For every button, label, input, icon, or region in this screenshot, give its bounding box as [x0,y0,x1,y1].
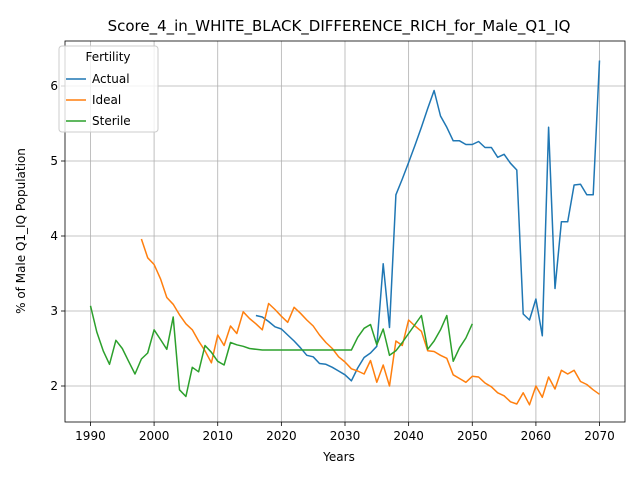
x-tick-label: 2050 [457,429,488,443]
series-line-sterile [89,305,473,398]
series-line-ideal [140,238,600,406]
y-tick-label: 2 [50,379,58,393]
legend-label-ideal: Ideal [92,93,121,107]
x-tick-label: 2000 [139,429,170,443]
legend-label-sterile: Sterile [92,114,131,128]
legend: Fertility Actual Ideal Sterile [58,45,159,133]
y-tick-label: 3 [50,304,58,318]
y-tick-label: 6 [50,79,58,93]
grid-lines [65,41,625,422]
axis-ticks: 1990 2000 2010 2020 2030 2040 2050 2060 2070 2 3 4 5… [50,79,614,443]
legend-box [58,45,159,133]
x-tick-label: 2070 [584,429,615,443]
chart-title: Score_4_in_WHITE_BLACK_DIFFERENCE_RICH_f… [108,17,571,36]
x-axis-label: Years [322,450,355,464]
legend-label-actual: Actual [92,72,130,86]
x-tick-label: 2060 [521,429,552,443]
x-tick-label: 2030 [330,429,361,443]
x-tick-label: 2020 [266,429,297,443]
x-tick-label: 2010 [202,429,233,443]
y-axis-label: % of Male Q1_IQ Population [14,148,28,314]
series-lines [89,60,601,406]
x-tick-label: 2040 [393,429,424,443]
series-line-actual [255,60,601,382]
legend-title: Fertility [85,50,130,64]
y-tick-label: 4 [50,229,58,243]
x-tick-label: 1990 [75,429,106,443]
y-tick-label: 5 [50,154,58,168]
